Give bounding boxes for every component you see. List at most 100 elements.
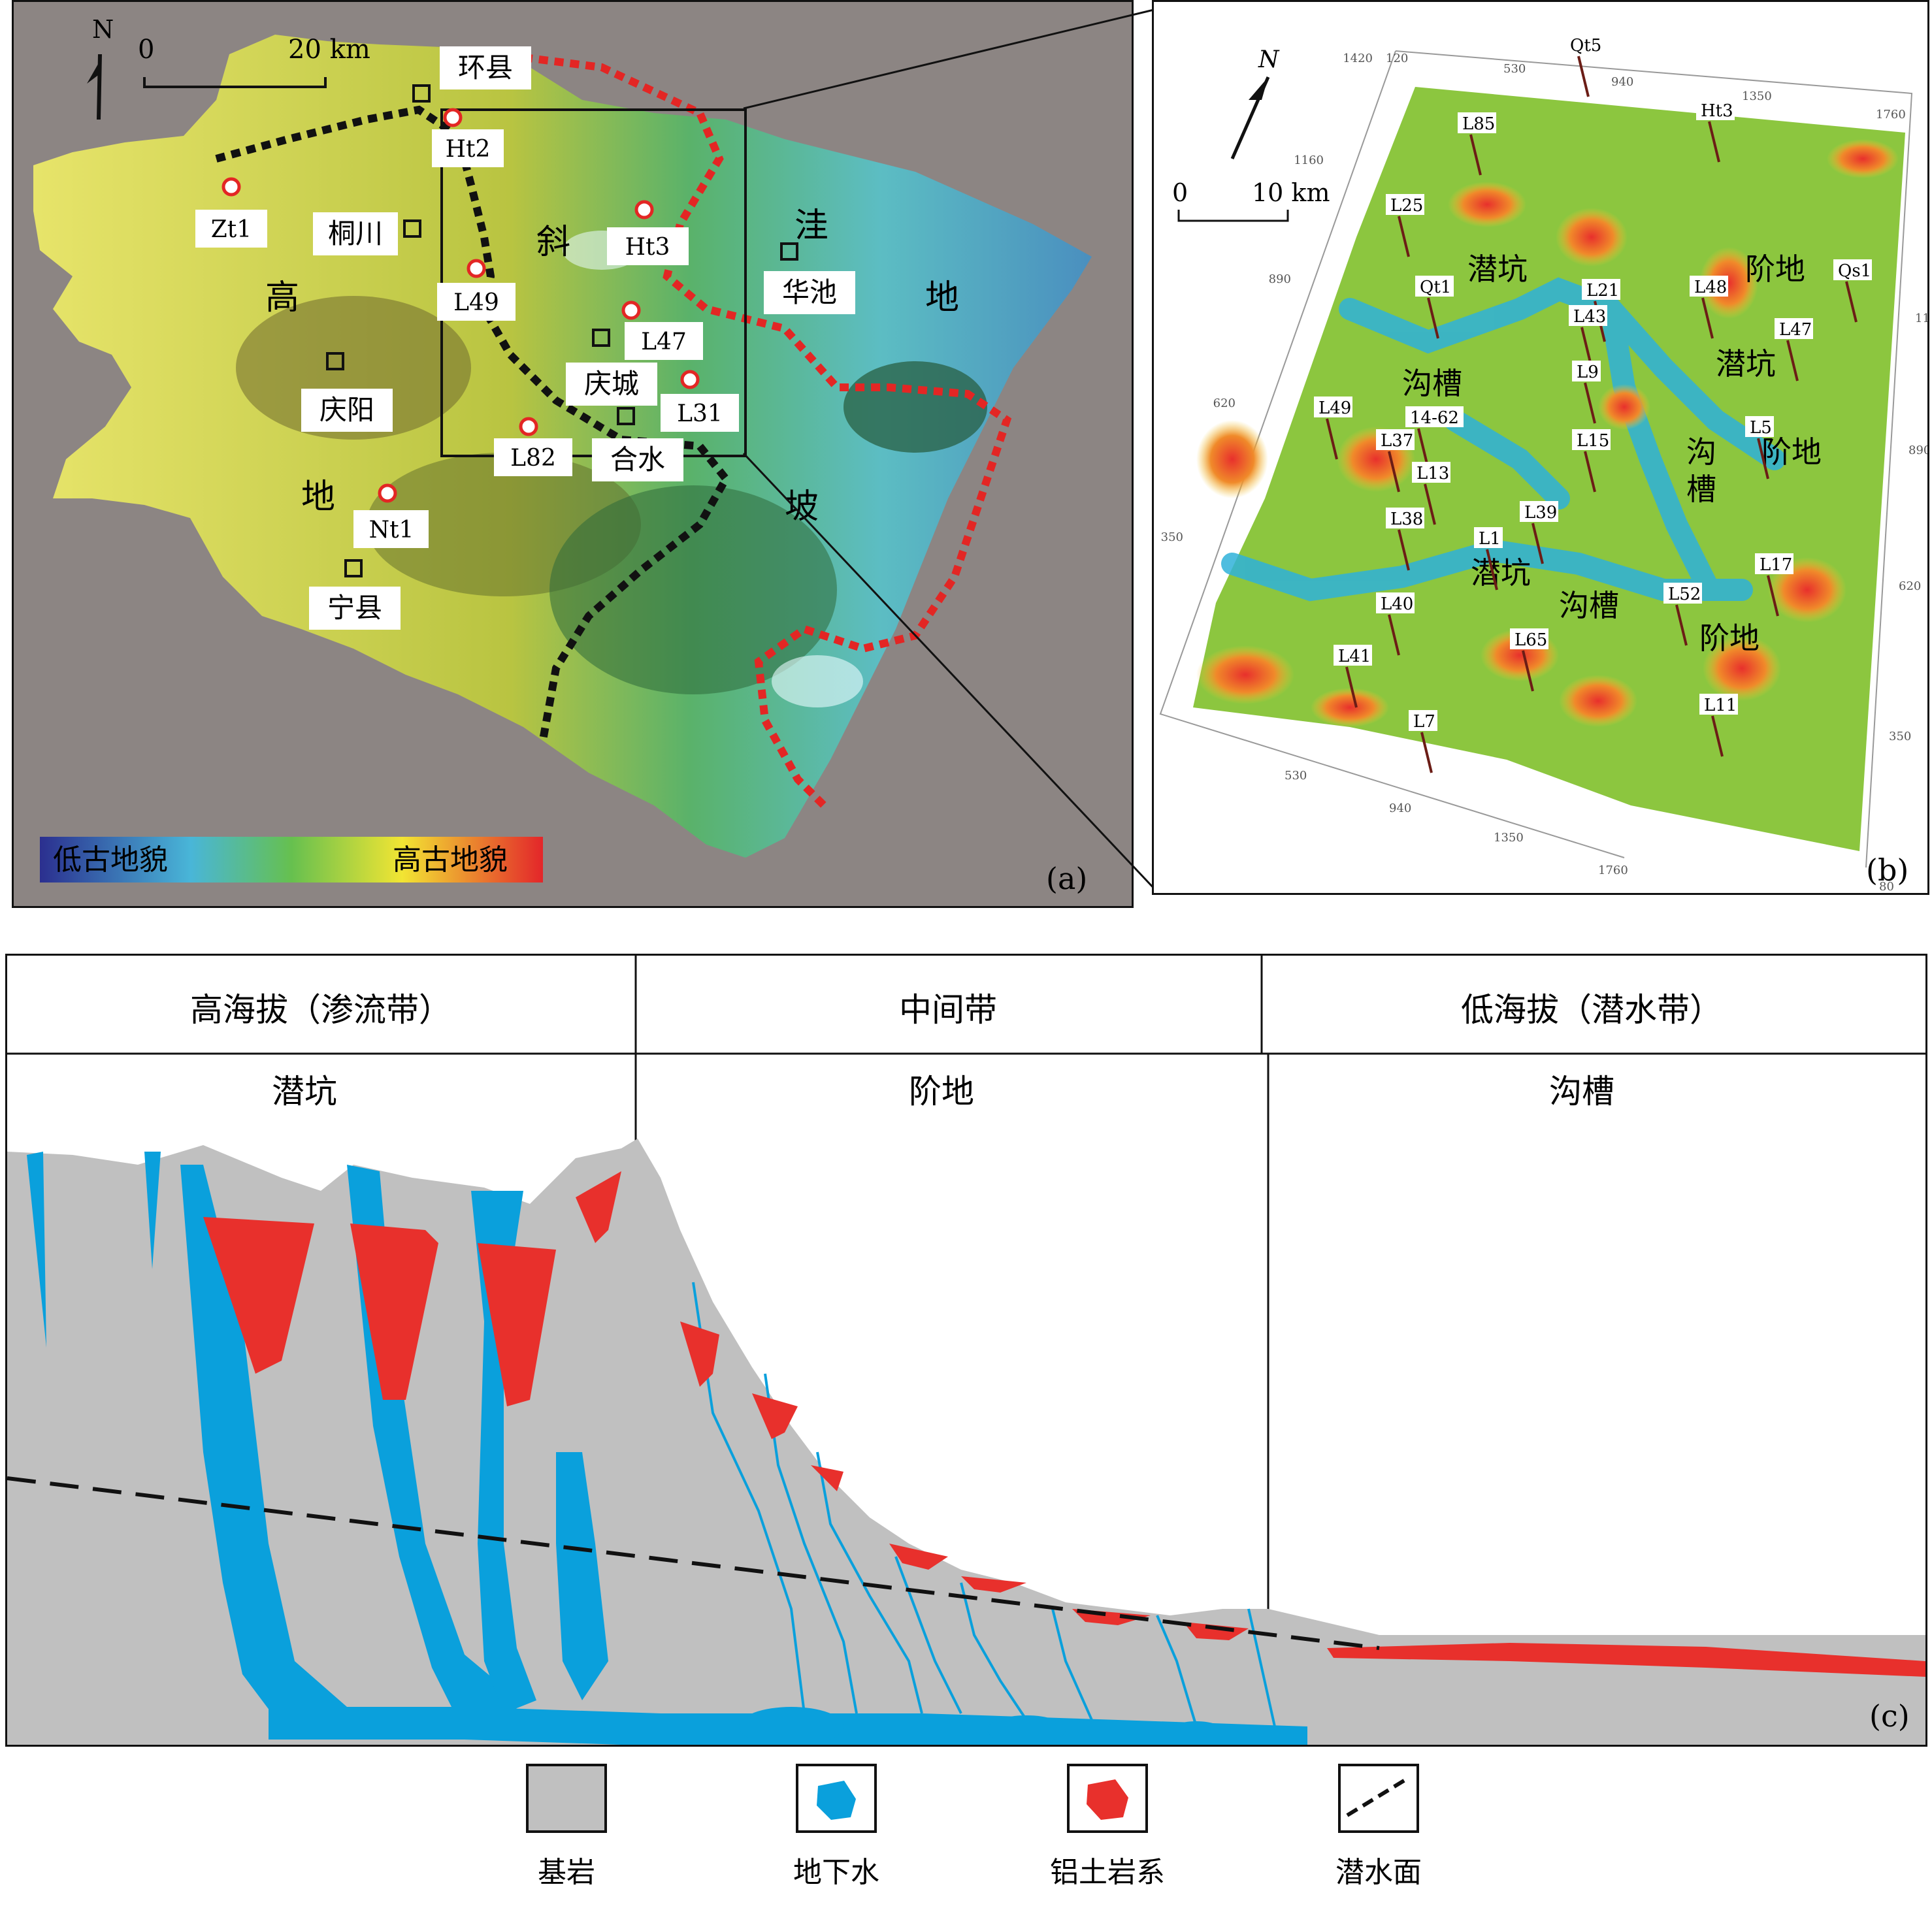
legend-swatch-bauxite bbox=[1067, 1764, 1148, 1833]
town-marker bbox=[780, 242, 798, 261]
svg-text:620: 620 bbox=[1899, 579, 1921, 593]
svg-text:120: 120 bbox=[1386, 52, 1408, 65]
town-label: 桐川 bbox=[328, 218, 383, 250]
svg-text:890: 890 bbox=[1269, 272, 1291, 286]
b-well-label: L85 bbox=[1462, 114, 1495, 134]
panel-b-3d-surface: 120 530 940 1350 1760 1420 1160 890 620 … bbox=[1152, 0, 1929, 895]
legend-item-bauxite: 铝土岩系 bbox=[1029, 1764, 1186, 1890]
svg-text:沟: 沟 bbox=[1686, 434, 1716, 470]
b-well: Qs1 bbox=[1833, 259, 1872, 323]
well-marker bbox=[378, 483, 397, 503]
well-label: Ht3 bbox=[625, 234, 670, 261]
town-label: 华池 bbox=[782, 276, 837, 308]
town-labels: 环县 桐川 庆阳 宁县 庆城 合水 华池 bbox=[301, 46, 855, 630]
b-well: L85 bbox=[1458, 112, 1496, 176]
color-scale-bar bbox=[40, 837, 543, 883]
region-word: 地 bbox=[925, 278, 959, 317]
town-label: 庆城 bbox=[584, 368, 639, 400]
town-label: 合水 bbox=[610, 444, 665, 476]
zone-header-low: 低海拔（潜水带） bbox=[1461, 991, 1722, 1029]
town-marker bbox=[412, 84, 431, 103]
b-well: L11 bbox=[1699, 694, 1738, 757]
b-well-label: L9 bbox=[1577, 363, 1599, 382]
legend-item-water-table: 潜水面 bbox=[1300, 1764, 1457, 1890]
town-label: 宁县 bbox=[327, 592, 382, 624]
legend-item-bedrock: 基岩 bbox=[488, 1764, 645, 1890]
b-well: L13 bbox=[1412, 462, 1450, 525]
svg-text:80: 80 bbox=[1879, 880, 1894, 893]
landform-label-trench: 沟槽 bbox=[1549, 1073, 1614, 1110]
legend-label: 铝土岩系 bbox=[1050, 1856, 1165, 1889]
bauxite-bodies bbox=[203, 1171, 1925, 1677]
scale-end-label: 10 km bbox=[1252, 178, 1330, 207]
well-label: L49 bbox=[453, 289, 499, 316]
zone-header-high: 高海拔（渗流带） bbox=[190, 991, 451, 1029]
b-well-label: Qs1 bbox=[1838, 261, 1871, 281]
b-well-label: L17 bbox=[1760, 555, 1792, 575]
panel-c-cross-section: 高海拔（渗流带） 中间带 低海拔（潜水带） 潜坑 阶地 沟槽 bbox=[5, 954, 1927, 1747]
well-label: L31 bbox=[677, 400, 723, 427]
terrain-highlight bbox=[772, 655, 863, 707]
region-word: 洼 bbox=[794, 206, 828, 246]
well-markers bbox=[221, 108, 700, 503]
b-well: Qt5 bbox=[1565, 34, 1604, 97]
svg-text:350: 350 bbox=[1161, 530, 1183, 544]
b-well: Qt1 bbox=[1415, 276, 1454, 339]
well-marker bbox=[221, 177, 241, 197]
b-well-label: L37 bbox=[1381, 431, 1413, 451]
b-well: L52 bbox=[1663, 583, 1702, 646]
axis-tick-labels: 120 530 940 1350 1760 1420 1160 890 620 … bbox=[1161, 52, 1927, 893]
town-markers bbox=[326, 84, 798, 577]
b-well: L49 bbox=[1314, 397, 1352, 460]
b-well-label: L1 bbox=[1479, 529, 1501, 549]
b-well: L47 bbox=[1775, 318, 1813, 381]
well-marker bbox=[467, 259, 486, 278]
svg-text:1760: 1760 bbox=[1876, 108, 1906, 121]
well-label: L47 bbox=[641, 329, 687, 355]
panel-b-svg: 120 530 940 1350 1760 1420 1160 890 620 … bbox=[1159, 34, 1927, 893]
b-well-label: L38 bbox=[1390, 510, 1423, 529]
highland-boundary-line bbox=[215, 105, 731, 741]
svg-text:槽: 槽 bbox=[1686, 472, 1716, 507]
b-well-label: L7 bbox=[1413, 712, 1435, 732]
svg-text:620: 620 bbox=[1213, 397, 1236, 410]
svg-text:潜坑: 潜坑 bbox=[1716, 346, 1776, 381]
b-well-label: L65 bbox=[1514, 630, 1547, 650]
b-well: L41 bbox=[1334, 645, 1372, 708]
north-label: N bbox=[92, 15, 114, 44]
b-well: L40 bbox=[1376, 592, 1415, 656]
svg-text:阶地: 阶地 bbox=[1761, 434, 1822, 470]
well-marker bbox=[634, 200, 654, 219]
panel-a-paleogeomorphology-map: N 0 20 km 高 地 斜 坡 洼 地 bbox=[12, 0, 1134, 908]
b-well: L7 bbox=[1409, 710, 1437, 773]
well-label: Ht2 bbox=[446, 136, 491, 163]
scale-start-label: 0 bbox=[138, 35, 154, 65]
b-well-label: L21 bbox=[1586, 281, 1619, 300]
b-well-label: L47 bbox=[1779, 320, 1812, 340]
svg-text:阶地: 阶地 bbox=[1745, 251, 1805, 287]
b-well-label: L48 bbox=[1694, 278, 1727, 297]
region-word: 斜 bbox=[536, 223, 570, 262]
svg-text:530: 530 bbox=[1285, 769, 1307, 783]
legend-swatch-water-table bbox=[1338, 1764, 1419, 1833]
b-well-label: 14-62 bbox=[1410, 408, 1459, 428]
well-marker bbox=[621, 300, 641, 320]
town-label: 庆阳 bbox=[319, 394, 374, 426]
svg-text:1160: 1160 bbox=[1915, 312, 1927, 325]
svg-text:1420: 1420 bbox=[1343, 52, 1373, 65]
svg-text:350: 350 bbox=[1889, 730, 1911, 743]
b-well: L43 bbox=[1569, 305, 1607, 368]
legend-swatch-groundwater bbox=[796, 1764, 877, 1833]
b-well: L25 bbox=[1386, 194, 1424, 257]
town-marker bbox=[344, 559, 363, 577]
panel-c-svg: 高海拔（渗流带） 中间带 低海拔（潜水带） 潜坑 阶地 沟槽 bbox=[7, 956, 1925, 1745]
b-well: L9 bbox=[1572, 361, 1601, 424]
svg-text:沟槽: 沟槽 bbox=[1559, 588, 1619, 623]
well-label: L82 bbox=[510, 445, 556, 472]
svg-text:阶地: 阶地 bbox=[1699, 621, 1760, 656]
well-marker bbox=[443, 108, 463, 127]
svg-text:沟槽: 沟槽 bbox=[1402, 366, 1462, 401]
b-well-label: L41 bbox=[1338, 647, 1371, 666]
svg-text:940: 940 bbox=[1611, 75, 1633, 89]
b-well: L15 bbox=[1572, 429, 1611, 493]
